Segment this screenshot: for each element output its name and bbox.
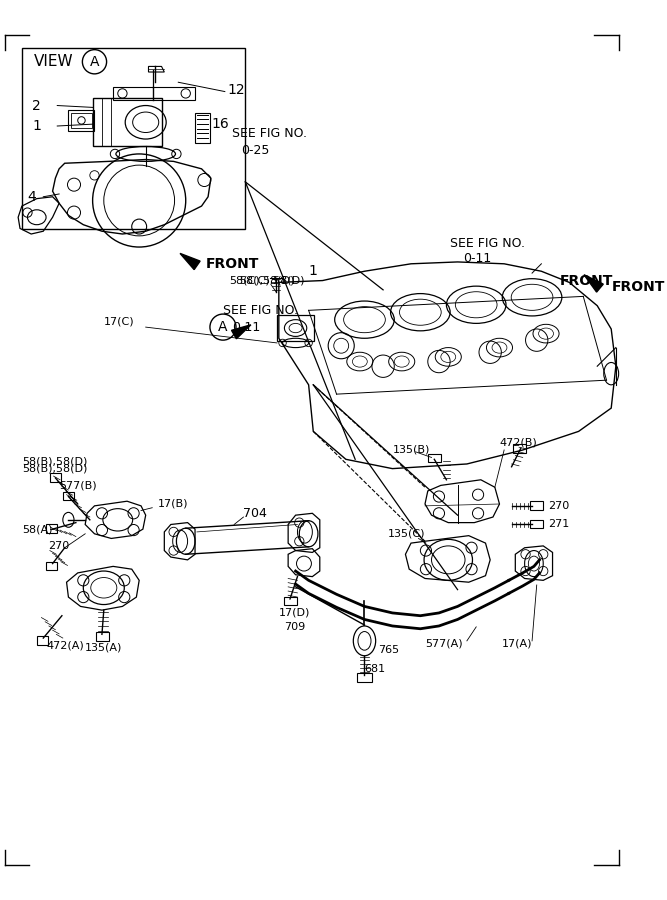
Bar (63, 492, 74, 500)
Bar (277, 315, 314, 341)
Text: SEE FIG NO.: SEE FIG NO. (232, 127, 307, 140)
Text: 17(A): 17(A) (502, 639, 533, 649)
Text: 135(A): 135(A) (85, 643, 123, 652)
Text: 17(D): 17(D) (279, 608, 310, 618)
Text: 271: 271 (548, 519, 569, 529)
Bar (284, 597, 297, 606)
Text: 0-25: 0-25 (241, 144, 270, 157)
Text: 17(B): 17(B) (158, 499, 188, 509)
Bar (93, 98, 163, 147)
Polygon shape (231, 325, 251, 338)
Text: 472(A): 472(A) (46, 641, 84, 651)
Text: 58(B),58(D): 58(B),58(D) (22, 456, 87, 466)
Circle shape (78, 117, 85, 124)
Bar (50, 473, 61, 482)
Text: 58(C),58(D): 58(C),58(D) (229, 275, 295, 285)
Text: 135(C): 135(C) (388, 529, 426, 539)
Text: 4: 4 (27, 190, 36, 203)
Bar (530, 520, 543, 528)
Bar (530, 501, 543, 509)
Text: 1: 1 (309, 265, 317, 278)
Text: 12: 12 (227, 83, 245, 96)
Bar (46, 525, 57, 533)
Text: FRONT: FRONT (612, 280, 666, 294)
Text: 765: 765 (378, 645, 400, 655)
Bar (46, 562, 57, 570)
Bar (195, 113, 210, 143)
Text: 1: 1 (32, 119, 41, 133)
Text: 16: 16 (212, 117, 229, 131)
Text: SEE FIG NO.: SEE FIG NO. (223, 304, 298, 317)
Text: 472(B): 472(B) (500, 437, 537, 447)
Text: FRONT: FRONT (206, 256, 259, 271)
Text: FRONT: FRONT (560, 274, 614, 288)
Bar (514, 445, 526, 453)
Text: 577(A): 577(A) (425, 639, 463, 649)
Text: 270: 270 (48, 541, 69, 551)
Text: 270: 270 (548, 501, 569, 511)
Bar (96, 633, 109, 641)
Text: A: A (218, 320, 227, 334)
Text: 0-11: 0-11 (232, 320, 261, 334)
Bar (428, 454, 441, 462)
Bar (113, 87, 195, 100)
Polygon shape (584, 274, 603, 292)
Text: 0-11: 0-11 (463, 252, 492, 265)
Text: 577(B): 577(B) (59, 481, 97, 491)
Text: 704: 704 (243, 507, 267, 520)
Bar (37, 636, 48, 644)
Bar (357, 673, 372, 682)
Text: A: A (90, 55, 99, 68)
Text: VIEW: VIEW (34, 54, 73, 69)
Text: 135(B): 135(B) (392, 445, 430, 455)
Text: 58(B),58(D): 58(B),58(D) (22, 464, 87, 473)
Text: 58(A): 58(A) (22, 524, 53, 534)
Bar (69, 110, 95, 130)
Text: 709: 709 (284, 622, 305, 632)
Bar (71, 113, 91, 128)
Text: 58(C),58(D): 58(C),58(D) (239, 275, 304, 285)
Bar (22, 48, 245, 230)
Text: 17(C): 17(C) (104, 317, 135, 327)
Text: SEE FIG NO.: SEE FIG NO. (450, 237, 525, 250)
Text: 2: 2 (32, 98, 41, 112)
Text: 681: 681 (364, 664, 386, 674)
Polygon shape (180, 254, 200, 270)
